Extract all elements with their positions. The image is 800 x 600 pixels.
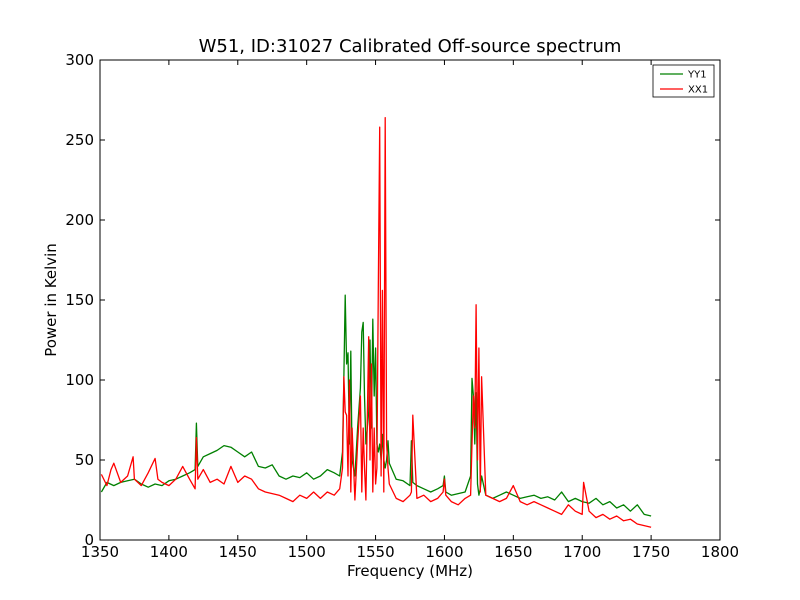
x-tick-label: 1450 xyxy=(219,543,257,561)
y-tick-label: 150 xyxy=(65,291,94,309)
y-tick-label: 50 xyxy=(75,451,94,469)
x-tick-label: 1500 xyxy=(288,543,326,561)
x-tick-label: 1650 xyxy=(494,543,532,561)
x-tick-label: 1800 xyxy=(701,543,739,561)
x-axis-label: Frequency (MHz) xyxy=(347,562,473,580)
y-tick-label: 250 xyxy=(65,131,94,149)
x-tick-label: 1700 xyxy=(563,543,601,561)
y-tick-label: 0 xyxy=(84,531,94,549)
legend-box xyxy=(652,64,715,98)
y-axis: 0 50 100 150 200 250 300 xyxy=(65,51,720,549)
plot-area xyxy=(99,59,721,541)
y-tick-label: 100 xyxy=(65,371,94,389)
series-line-yy1 xyxy=(100,294,652,517)
legend-label-yy1: YY1 xyxy=(687,70,707,81)
x-tick-label: 1400 xyxy=(150,543,188,561)
series-layer xyxy=(100,116,652,528)
plot-background xyxy=(100,60,720,540)
x-tick-label: 1750 xyxy=(632,543,670,561)
chart-title: W51, ID:31027 Calibrated Off-source spec… xyxy=(199,36,622,57)
y-tick-label: 200 xyxy=(65,211,94,229)
x-tick-label: 1550 xyxy=(356,543,394,561)
x-tick-label: 1600 xyxy=(425,543,463,561)
series-line-xx1 xyxy=(100,116,652,528)
y-tick-label: 300 xyxy=(65,51,94,69)
y-axis-label: Power in Kelvin xyxy=(42,243,60,357)
legend: YY1 XX1 xyxy=(652,64,715,98)
x-tick-label: 1350 xyxy=(81,543,119,561)
legend-label-xx1: XX1 xyxy=(688,85,708,96)
x-axis: 1350 1400 1450 1500 1550 1600 1650 1700 1750 1800 xyxy=(81,60,739,561)
